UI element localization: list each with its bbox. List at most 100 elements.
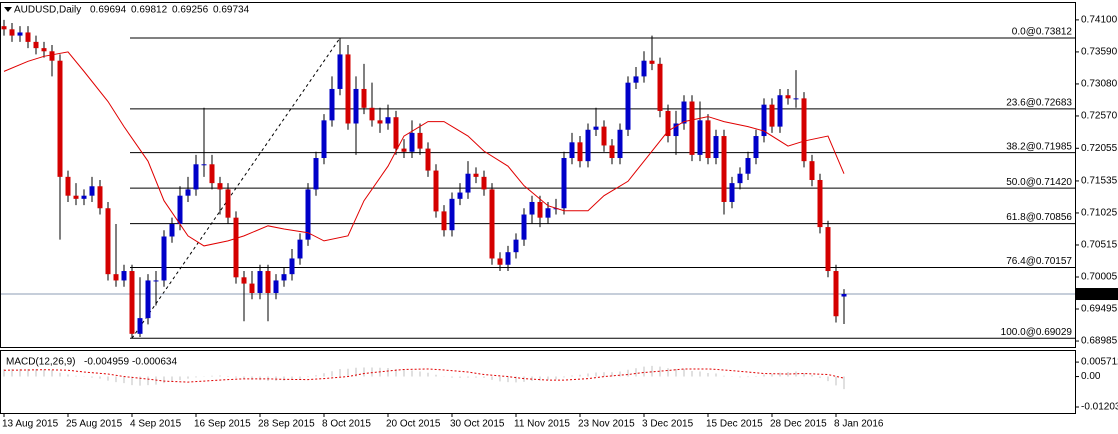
candle-body <box>761 104 767 137</box>
candle-body <box>833 271 839 317</box>
candle-body <box>345 54 351 124</box>
candle-body <box>817 179 823 228</box>
candle-body <box>425 148 431 171</box>
candle-body <box>241 277 247 284</box>
candle-body <box>753 136 759 159</box>
candle-body <box>825 227 831 272</box>
x-tick-label: 28 Sep 2015 <box>258 419 315 430</box>
candle-body <box>17 32 23 36</box>
fib-label: 0.0@0.73812 <box>1012 27 1073 38</box>
candle-body <box>281 274 287 281</box>
candle-body <box>289 258 295 275</box>
candle-body <box>801 98 807 162</box>
candle-body <box>217 183 223 190</box>
candle-body <box>329 88 335 121</box>
candle-body <box>233 217 239 278</box>
candle-body <box>521 214 527 240</box>
candle-body <box>673 123 679 137</box>
candle-body <box>121 271 127 281</box>
moving-average <box>3 51 845 247</box>
candle-body <box>633 76 639 83</box>
x-tick-label: 16 Sep 2015 <box>194 419 251 430</box>
fib-label: 61.8@0.70856 <box>1006 212 1072 223</box>
candle-body <box>377 120 383 124</box>
candle-body <box>737 173 743 184</box>
candle-body <box>81 195 87 199</box>
y-tick-label: 0.69495 <box>1081 304 1118 315</box>
candle-body <box>369 107 375 121</box>
y-tick-label: 0.71025 <box>1081 208 1118 219</box>
candle-body <box>9 29 15 36</box>
candle-body <box>185 189 191 196</box>
candle-body <box>497 258 503 265</box>
x-tick-label: 28 Dec 2015 <box>770 419 827 430</box>
candle-body <box>417 132 423 149</box>
x-tick-label: 11 Nov 2015 <box>514 419 570 430</box>
current-price-box <box>1076 288 1118 301</box>
x-tick-label: 4 Sep 2015 <box>130 419 182 430</box>
candle-body <box>785 95 791 99</box>
candle-body <box>409 132 415 152</box>
candle-body <box>585 129 591 162</box>
candle-body <box>41 48 47 52</box>
candle-body <box>25 32 31 42</box>
macd-panel <box>0 350 1076 414</box>
main-panel <box>0 2 1076 348</box>
candle-body <box>313 158 319 190</box>
candle-body <box>33 41 39 49</box>
candle-body <box>697 120 703 155</box>
candle-body <box>529 201 535 215</box>
candle-body <box>129 271 135 334</box>
candle-body <box>809 161 815 180</box>
candle-body <box>649 60 655 64</box>
candle-body <box>433 170 439 212</box>
candle-body <box>569 142 575 159</box>
x-tick-label: 8 Oct 2015 <box>322 419 371 430</box>
candle-body <box>393 117 399 149</box>
candle-body <box>265 271 271 294</box>
candle-body <box>49 51 55 61</box>
candle-body <box>641 60 647 77</box>
ohlc-low: 0.69256 <box>172 5 209 16</box>
candle-body <box>337 54 343 89</box>
candle-body <box>489 189 495 259</box>
candle-body <box>657 63 663 111</box>
candle-body <box>705 120 711 159</box>
current-price-label: 0.69734 <box>1080 289 1117 300</box>
candle-body <box>201 164 207 166</box>
macd-signal-value: -0.000634 <box>132 357 177 368</box>
candle-body <box>65 176 71 196</box>
candle-body <box>689 101 695 155</box>
candle-body <box>665 110 671 137</box>
fib-label: 23.6@0.72683 <box>1006 97 1072 108</box>
y-tick-label: 0.68985 <box>1081 336 1118 347</box>
candle-body <box>625 82 631 130</box>
candle-body <box>537 201 543 218</box>
candle-body <box>745 158 751 174</box>
candle-body <box>505 252 511 265</box>
candle-body <box>793 98 799 100</box>
x-tick-label: 8 Jan 2016 <box>834 419 884 430</box>
candle-body <box>273 280 279 294</box>
candle-body <box>57 60 63 177</box>
x-tick-label: 3 Dec 2015 <box>642 419 694 430</box>
symbol-label: AUDUSD,Daily <box>14 5 81 16</box>
candle-body <box>449 198 455 231</box>
fib-label: 76.4@0.70157 <box>1006 256 1072 267</box>
candle-body <box>113 274 119 281</box>
macd-signal-line <box>3 368 845 383</box>
macd-y-tick-label: 0.005712 <box>1081 357 1118 368</box>
candle-body <box>841 294 847 297</box>
fib-trend-line <box>131 37 341 339</box>
candle-body <box>465 173 471 193</box>
candle-body <box>321 120 327 159</box>
candle-body <box>545 208 551 218</box>
candle-body <box>441 211 447 231</box>
y-tick-label: 0.72055 <box>1081 143 1118 154</box>
candle-body <box>1 26 7 30</box>
macd-title: MACD(12,26,9) <box>6 357 75 368</box>
y-tick-label: 0.74100 <box>1081 15 1118 26</box>
macd-y-tick-label: 0.00 <box>1081 371 1101 382</box>
candle-body <box>457 192 463 199</box>
